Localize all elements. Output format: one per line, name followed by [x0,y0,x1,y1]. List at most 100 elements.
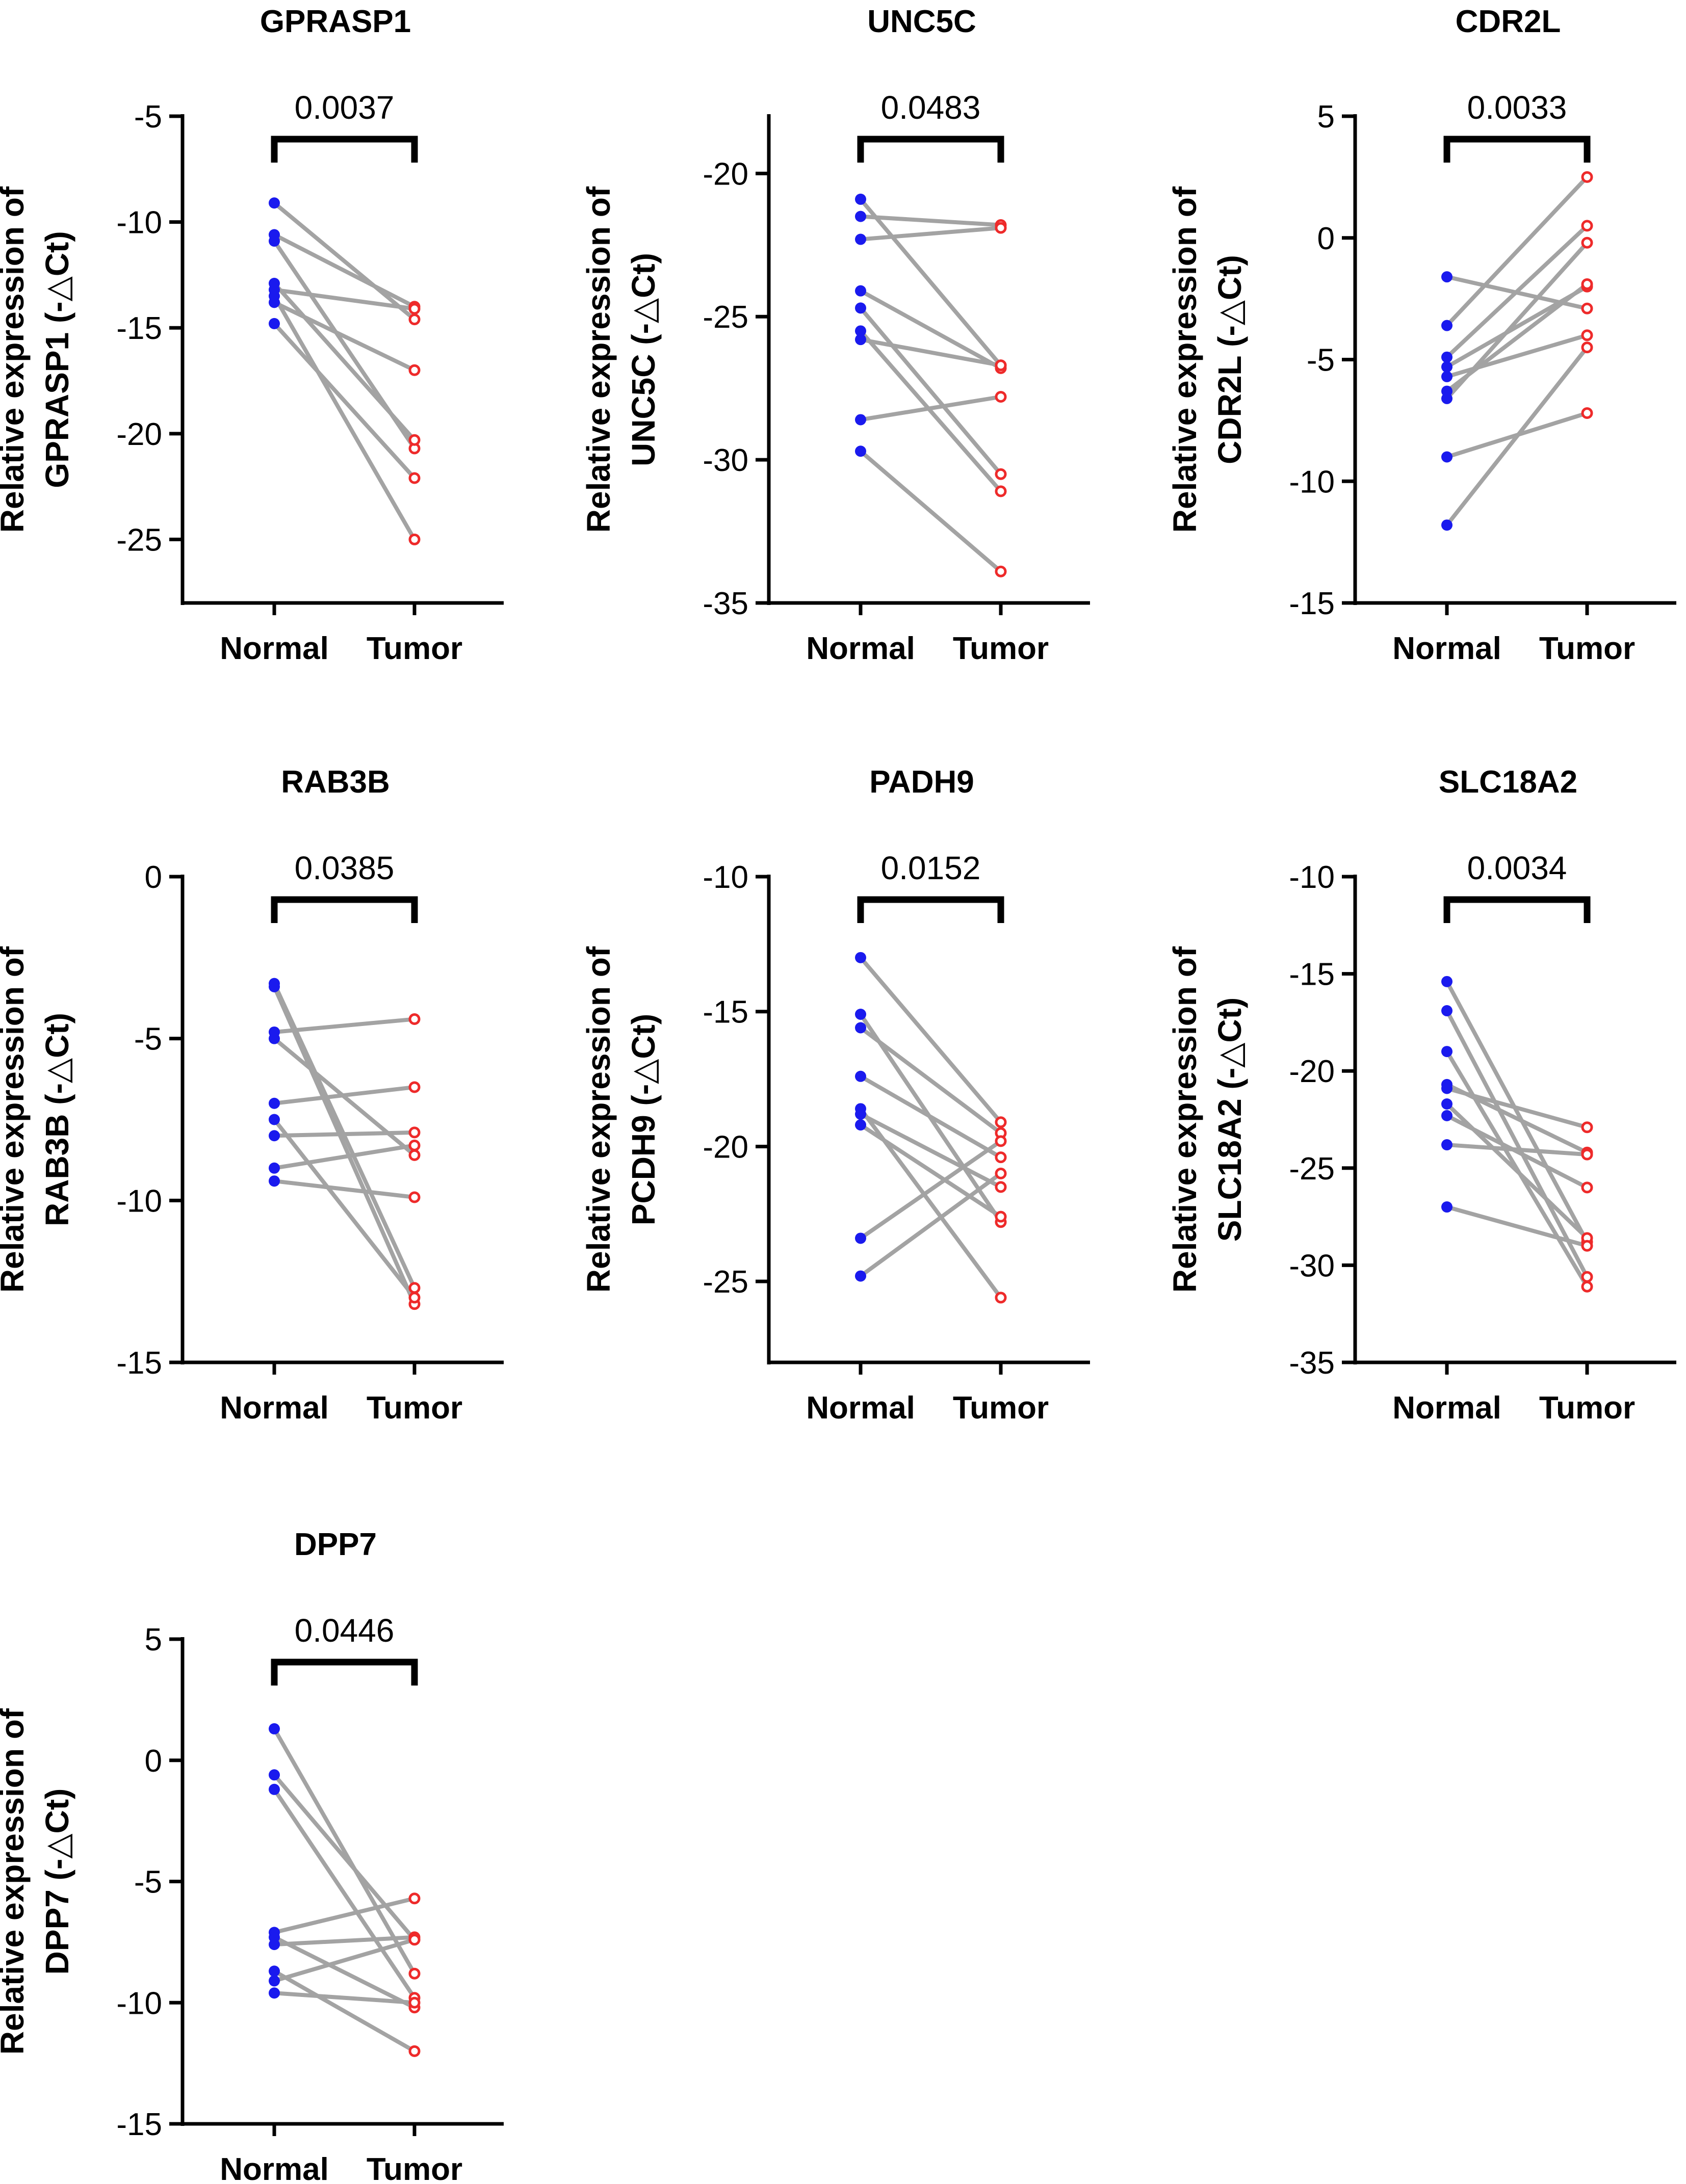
tumor-point [408,1292,421,1304]
tumor-point [1581,1271,1593,1283]
pair-line [272,295,417,541]
panel-title: UNC5C [867,4,976,39]
normal-point [855,445,866,457]
normal-point [855,1270,866,1282]
normal-point [855,233,866,245]
tumor-point [408,1934,421,1946]
normal-point [1441,1110,1452,1121]
y-axis-label-line2: CDR2L (-△Ct) [1211,255,1248,464]
normal-point [1441,1098,1452,1110]
pair-line [860,214,1001,227]
tumor-point [995,468,1007,480]
y-axis-label-line2: GPRASP1 (-△Ct) [39,231,75,488]
tumor-point [408,1149,421,1161]
y-tick-label: -25 [116,522,162,558]
normal-point [269,1114,280,1125]
panel-title: PADH9 [869,765,974,800]
y-tick-label: -35 [703,586,748,621]
pair-line [859,450,1002,573]
significance-bracket [1443,136,1591,163]
p-value-label: 0.0385 [295,850,395,886]
pair-line [274,1935,415,1947]
normal-point [1441,320,1452,331]
pair-line [859,329,1003,493]
tumor-point [1581,220,1593,232]
pair-line [859,306,1003,476]
normal-point [1441,1201,1452,1213]
normal-point [269,1965,280,1977]
normal-point [855,1232,866,1244]
tumor-point [408,472,421,484]
normal-point [1441,361,1452,373]
x-category-label-normal: Normal [220,1390,329,1426]
normal-point [269,1097,280,1109]
pair-line [274,1991,415,2005]
tumor-point [1581,1148,1593,1161]
normal-point [269,1033,280,1044]
tumor-point [1581,1121,1593,1134]
tumor-point [995,359,1007,372]
y-tick-label: -20 [703,1129,748,1165]
tumor-point [408,1191,421,1203]
y-tick-label: -20 [703,156,748,192]
pair-line [1445,241,1589,400]
normal-point [269,1162,280,1174]
y-tick-label: -10 [1289,860,1335,895]
tumor-point [1581,171,1593,183]
tumor-point [408,1013,421,1025]
pair-line [274,1896,415,1935]
tumor-point [408,1996,421,2009]
normal-point [855,952,866,963]
pair-line [272,986,417,1305]
pair-line [274,1130,415,1138]
pair-line [272,1118,417,1299]
x-category-label-tumor: Tumor [367,1390,462,1426]
y-axis-label-line2: SLC18A2 (-△Ct) [1211,997,1248,1242]
y-tick-label: -30 [703,443,748,478]
normal-point [1441,1005,1452,1017]
normal-point [269,981,280,993]
y-axis-label-line2: UNC5C (-△Ct) [625,253,662,466]
y-axis-label: Relative expression of PCDH9 (-△Ct) [580,946,662,1293]
pair-line [859,1026,1002,1135]
pair-line [274,1179,415,1199]
normal-point [855,1022,866,1034]
normal-point [269,318,280,329]
pair-line [272,1727,417,1975]
normal-point [855,285,866,297]
significance-bracket [271,896,418,923]
normal-point [269,1939,280,1951]
x-category-label-tumor: Tumor [1539,631,1635,666]
y-tick-label: -15 [116,2107,162,2142]
tumor-point [995,1116,1007,1128]
normal-point [269,1975,280,1987]
panel-slc18a2: SLC18A2 Relative expression of SLC18A2 (-△… [1166,765,1676,1426]
pair-line [860,226,1001,242]
pair-line [859,198,1003,367]
normal-point [855,1009,866,1020]
y-tick-label: 0 [145,860,162,895]
normal-point [269,197,280,209]
y-tick-label: -25 [703,300,748,335]
pair-line [273,232,416,309]
p-value-label: 0.0034 [1467,850,1567,886]
tumor-point [995,1151,1007,1164]
panel-padh9: PADH9 Relative expression of PCDH9 (-△Ct) -… [580,765,1090,1426]
y-tick-label: -10 [116,205,162,241]
normal-point [269,1723,280,1734]
tumor-point [1581,236,1593,249]
pair-line [273,300,416,372]
y-tick-label: -10 [116,1183,162,1219]
pair-line [1446,1205,1588,1248]
normal-point [855,193,866,205]
panel-gprasp1: GPRASP1 Relative expression of GPRASP1 (-△… [0,4,504,666]
pair-line [274,287,415,311]
y-tick-label: -10 [1289,464,1335,499]
y-axis-label-line1: Relative expression of [0,1708,31,2055]
normal-point [269,1130,280,1142]
normal-point [1441,351,1452,363]
pair-line [1446,1086,1588,1129]
normal-point [269,1769,280,1781]
y-tick-label: -5 [134,1022,162,1057]
tumor-point [995,1292,1007,1304]
